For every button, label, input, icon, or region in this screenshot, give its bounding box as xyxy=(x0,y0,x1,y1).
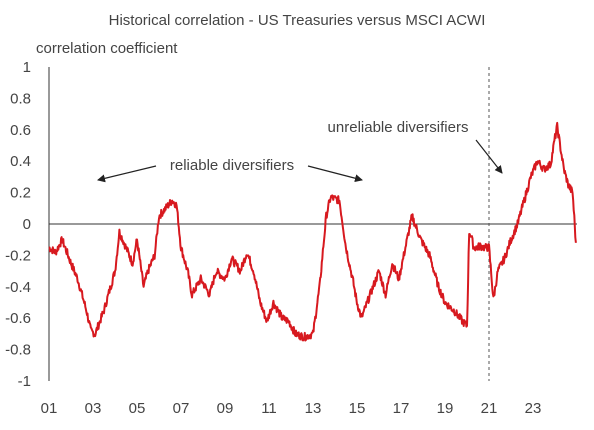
y-tick-label: -0.8 xyxy=(5,342,31,359)
y-tick-label: 0.6 xyxy=(10,122,31,139)
arrow-reliable-right xyxy=(307,165,363,183)
x-tick-label: 15 xyxy=(349,400,366,417)
y-axis-label: correlation coefficient xyxy=(36,40,178,57)
y-tick-label: -1 xyxy=(18,373,31,390)
annotation-unreliable: unreliable diversifiers xyxy=(328,119,469,136)
x-tick-label: 05 xyxy=(129,400,146,417)
annotation-reliable: reliable diversifiers xyxy=(170,157,294,174)
correlation-series-line xyxy=(48,121,577,342)
y-tick-label: -0.4 xyxy=(5,279,31,296)
x-tick-label: 17 xyxy=(393,400,410,417)
y-tick-label: 1 xyxy=(23,59,31,76)
x-tick-label: 07 xyxy=(173,400,190,417)
x-tick-label: 11 xyxy=(261,400,277,417)
x-tick-label: 13 xyxy=(305,400,322,417)
arrow-unreliable xyxy=(475,139,503,174)
y-tick-label: 0.4 xyxy=(10,153,31,170)
y-tick-label: 0.8 xyxy=(10,90,31,107)
y-tick-label: -0.6 xyxy=(5,310,31,327)
x-tick-label: 23 xyxy=(525,400,542,417)
x-tick-label: 09 xyxy=(217,400,234,417)
y-tick-label: 0.2 xyxy=(10,185,31,202)
arrow-reliable-left xyxy=(97,165,157,183)
x-tick-label: 19 xyxy=(437,400,454,417)
x-tick-label: 03 xyxy=(85,400,102,417)
y-tick-label: 0 xyxy=(23,216,31,233)
x-tick-label: 01 xyxy=(41,400,58,417)
y-tick-label: -0.2 xyxy=(5,247,31,264)
x-tick-label: 21 xyxy=(481,400,498,417)
chart-title: Historical correlation - US Treasuries v… xyxy=(108,12,486,29)
